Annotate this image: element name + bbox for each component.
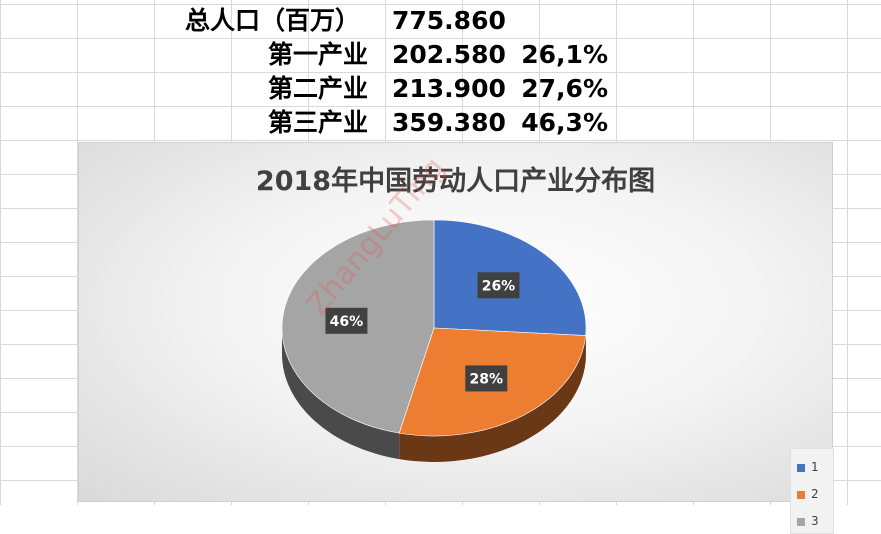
legend-swatch	[797, 518, 805, 526]
pie-chart[interactable]: 26% 28% 46%	[79, 143, 834, 503]
data-label-2: 28%	[465, 365, 507, 391]
legend-item-3[interactable]: 3	[797, 513, 819, 529]
data-label-text: 46%	[330, 314, 364, 330]
data-label-1: 26%	[477, 272, 519, 298]
row-primary-pct[interactable]: 26,1%	[498, 38, 608, 72]
data-label-text: 26%	[482, 278, 516, 294]
legend[interactable]: 1 2 3	[790, 448, 834, 534]
data-label-3: 46%	[325, 308, 367, 334]
legend-item-2[interactable]: 2	[797, 486, 819, 502]
row-total-label[interactable]: 总人口（百万）	[150, 4, 360, 38]
row-secondary-pct[interactable]: 27,6%	[498, 72, 608, 106]
row-secondary-value[interactable]: 213.900	[392, 72, 492, 106]
row-primary-label[interactable]: 第一产业	[150, 38, 368, 72]
legend-item-1[interactable]: 1	[797, 459, 819, 475]
data-label-text: 28%	[470, 371, 504, 387]
row-secondary-label[interactable]: 第二产业	[150, 72, 368, 106]
legend-swatch	[797, 491, 805, 499]
legend-label: 2	[811, 487, 819, 501]
row-tertiary-pct[interactable]: 46,3%	[498, 106, 608, 140]
legend-label: 1	[811, 460, 819, 474]
row-tertiary-value[interactable]: 359.380	[392, 106, 492, 140]
legend-label: 3	[811, 514, 819, 528]
row-tertiary-label[interactable]: 第三产业	[150, 106, 368, 140]
row-total-value[interactable]: 775.860	[392, 4, 492, 38]
legend-swatch	[797, 464, 805, 472]
row-primary-value[interactable]: 202.580	[392, 38, 492, 72]
